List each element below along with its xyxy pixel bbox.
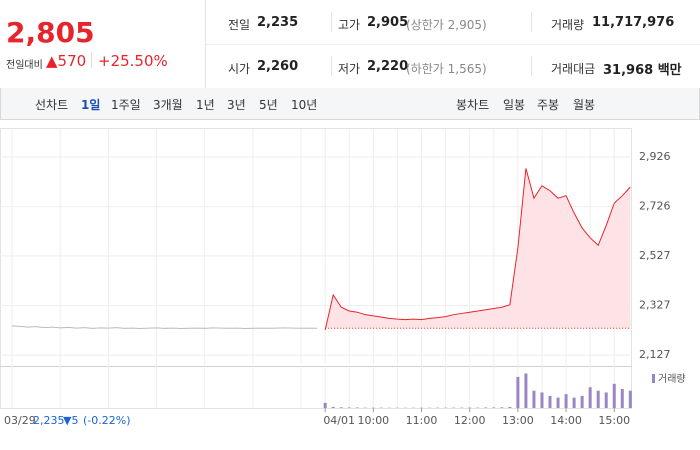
separator [331, 12, 332, 32]
volume-bar [604, 392, 608, 408]
volume-bar [628, 390, 632, 408]
x-tick-label: 04/01 [323, 414, 355, 427]
price-line [324, 168, 631, 331]
volume-bar [572, 397, 576, 408]
x-tick-label: 11:00 [406, 414, 438, 427]
row-divider [206, 44, 700, 45]
period-tab[interactable]: 10년 [291, 98, 318, 112]
stat-label: 시가 [228, 62, 251, 76]
volume-bar [588, 387, 592, 408]
tab-group-label: 봉차트 [456, 98, 490, 112]
volume-bar [347, 407, 351, 408]
stat-value: 31,968 백만 [603, 63, 682, 78]
x-tick-label: 15:00 [598, 414, 630, 427]
volume-bar [508, 406, 512, 408]
period-tab[interactable]: 3개월 [153, 98, 183, 112]
separator [331, 56, 332, 76]
period-tab[interactable]: 3년 [227, 98, 246, 112]
period-tab[interactable]: 월봉 [573, 98, 596, 112]
stat-value: 2,235 [257, 15, 299, 30]
volume-bar [339, 407, 343, 408]
separator [531, 12, 532, 32]
period-tab[interactable]: 주봉 [537, 98, 560, 112]
period-tab[interactable]: 1년 [196, 98, 215, 112]
separator [531, 56, 532, 76]
prev-date: 03/29 [4, 414, 36, 427]
volume-bar [331, 406, 335, 408]
legend-label: 거래량 [658, 373, 686, 385]
volume-bar [580, 395, 584, 408]
price-line [11, 325, 318, 330]
stat-value: 2,220 [367, 59, 409, 74]
prev-pct: (-0.22%) [83, 414, 131, 427]
legend-swatch [652, 374, 655, 383]
volume-bar [323, 402, 327, 408]
volume-bar [596, 390, 600, 408]
stat-note: (상한가 2,905) [406, 18, 487, 32]
volume-bar [540, 392, 544, 408]
quote-header: 2,805 전일대비 ▲570 +25.50% 전일 2,235 고가 2,90… [0, 0, 700, 89]
volume-bar [620, 389, 624, 408]
volume-bar [564, 394, 568, 408]
stat-value: 11,717,976 [592, 15, 675, 30]
tab-group-label: 선차트 [35, 98, 69, 112]
volume-bar [524, 373, 528, 408]
prev-close: 2,235 [33, 414, 65, 427]
stat-note: (하한가 1,565) [406, 62, 487, 76]
change: ▲570 [46, 52, 87, 70]
y-tick-label: 2,527 [639, 249, 671, 262]
y-tick-label: 2,327 [639, 299, 671, 312]
volume-bar [556, 397, 560, 408]
x-tick-label: 10:00 [357, 414, 389, 427]
y-tick-label: 2,127 [639, 348, 671, 361]
stat-label: 고가 [338, 18, 361, 32]
price-box: 2,805 전일대비 ▲570 +25.50% [0, 0, 206, 88]
stat-value: 2,905 [367, 15, 409, 30]
volume-bar [548, 395, 552, 408]
volume-bar [532, 390, 536, 408]
change-pct: +25.50% [98, 52, 168, 70]
stat-value: 2,260 [257, 59, 299, 74]
stat-label: 거래대금 [551, 62, 596, 76]
x-tick-label: 12:00 [454, 414, 486, 427]
change-label: 전일대비 [6, 60, 43, 71]
volume-bar [492, 407, 496, 408]
y-tick-label: 2,726 [639, 200, 671, 213]
x-tick-label: 14:00 [550, 414, 582, 427]
x-tick-label: 13:00 [502, 414, 534, 427]
stat-label: 저가 [338, 62, 361, 76]
current-price: 2,805 [6, 16, 95, 49]
area-fill [325, 168, 631, 331]
period-tab[interactable]: 일봉 [503, 98, 526, 112]
y-tick-label: 2,926 [639, 150, 671, 163]
stat-label: 전일 [228, 18, 251, 32]
volume-bar [500, 407, 504, 408]
volume-bar [484, 407, 488, 408]
volume-bar [516, 376, 520, 408]
volume-bar [355, 407, 359, 408]
chart-tabs: 선차트 1일 1주일 3개월 1년 3년 5년 10년 봉차트 일봉 주봉 월봉 [0, 88, 700, 120]
prev-change: ▼5 [63, 414, 78, 427]
period-tab[interactable]: 1주일 [111, 98, 141, 112]
separator [91, 52, 92, 68]
plot-frame [0, 128, 632, 409]
stat-label: 거래량 [551, 18, 585, 32]
volume-bar [612, 383, 616, 408]
period-tab[interactable]: 1일 [81, 98, 101, 112]
period-tab[interactable]: 5년 [259, 98, 278, 112]
